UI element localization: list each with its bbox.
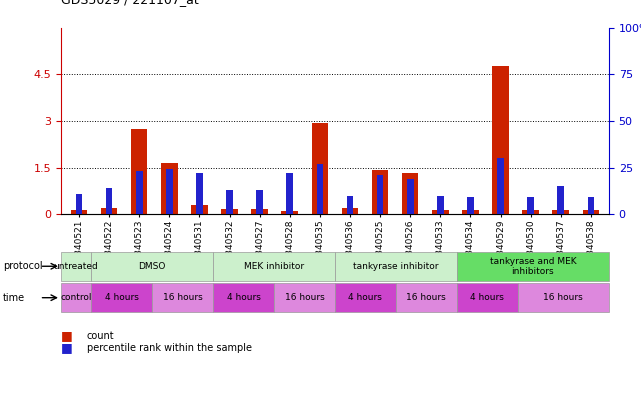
Bar: [317, 164, 323, 214]
Text: 16 hours: 16 hours: [285, 293, 324, 302]
Text: DMSO: DMSO: [138, 262, 166, 271]
Bar: [372, 170, 388, 214]
Bar: [92, 252, 213, 281]
Text: ■: ■: [61, 329, 72, 343]
Bar: [456, 283, 518, 312]
Bar: [347, 195, 353, 214]
Bar: [528, 197, 534, 214]
Text: tankyrase inhibitor: tankyrase inhibitor: [353, 262, 438, 271]
Bar: [71, 211, 87, 214]
Text: 16 hours: 16 hours: [406, 293, 446, 302]
Bar: [256, 190, 263, 214]
Bar: [377, 175, 383, 214]
Bar: [335, 252, 456, 281]
Bar: [492, 66, 509, 214]
Bar: [588, 197, 594, 214]
Bar: [553, 209, 569, 214]
Bar: [281, 211, 298, 214]
Bar: [226, 190, 233, 214]
Text: 4 hours: 4 hours: [470, 293, 504, 302]
Bar: [518, 283, 609, 312]
Text: 4 hours: 4 hours: [105, 293, 138, 302]
Bar: [61, 283, 92, 312]
Bar: [76, 194, 82, 214]
Bar: [136, 171, 142, 214]
Bar: [92, 283, 153, 312]
Text: 4 hours: 4 hours: [227, 293, 260, 302]
Bar: [402, 173, 419, 214]
Text: 16 hours: 16 hours: [163, 293, 203, 302]
Bar: [558, 186, 564, 214]
Text: percentile rank within the sample: percentile rank within the sample: [87, 343, 251, 353]
Text: 4 hours: 4 hours: [349, 293, 382, 302]
Bar: [131, 129, 147, 214]
Text: 16 hours: 16 hours: [544, 293, 583, 302]
Bar: [166, 169, 172, 214]
Text: MEK inhibitor: MEK inhibitor: [244, 262, 304, 271]
Bar: [522, 210, 539, 214]
Bar: [221, 209, 238, 214]
Text: time: time: [3, 293, 26, 303]
Bar: [583, 211, 599, 214]
Bar: [335, 283, 395, 312]
Text: count: count: [87, 331, 114, 341]
Text: GDS5029 / 221107_at: GDS5029 / 221107_at: [61, 0, 199, 6]
Bar: [407, 179, 413, 214]
Text: protocol: protocol: [3, 261, 43, 271]
Bar: [191, 206, 208, 214]
Bar: [342, 208, 358, 214]
Text: ■: ■: [61, 341, 72, 354]
Bar: [213, 252, 335, 281]
Bar: [456, 252, 609, 281]
Bar: [274, 283, 335, 312]
Bar: [106, 188, 112, 214]
Bar: [467, 197, 474, 214]
Text: control: control: [60, 293, 92, 302]
Bar: [61, 252, 92, 281]
Bar: [196, 173, 203, 214]
Bar: [161, 163, 178, 214]
Bar: [153, 283, 213, 312]
Bar: [395, 283, 456, 312]
Bar: [432, 210, 449, 214]
Text: tankyrase and MEK
inhibitors: tankyrase and MEK inhibitors: [490, 257, 576, 276]
Bar: [287, 173, 293, 214]
Bar: [462, 211, 479, 214]
Bar: [251, 209, 268, 214]
Bar: [312, 123, 328, 214]
Bar: [437, 195, 444, 214]
Bar: [213, 283, 274, 312]
Bar: [497, 158, 504, 214]
Bar: [101, 208, 117, 214]
Text: untreated: untreated: [54, 262, 99, 271]
